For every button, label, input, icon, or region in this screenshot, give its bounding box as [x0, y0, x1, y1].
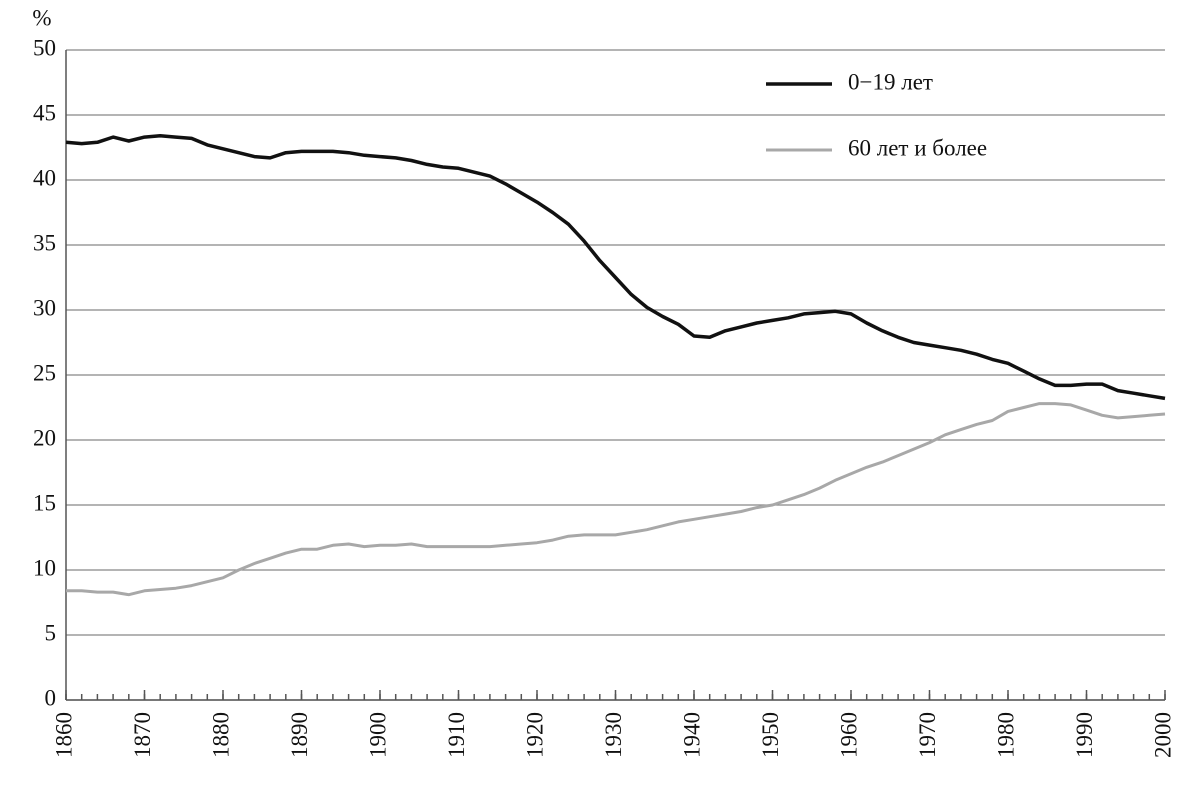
x-tick-label: 1890	[287, 712, 312, 758]
x-tick-label: 1920	[522, 712, 547, 758]
y-tick-label: 30	[33, 295, 56, 320]
y-tick-label: 45	[33, 100, 56, 125]
x-tick-label: 1940	[679, 712, 704, 758]
x-tick-label: 1870	[130, 712, 155, 758]
x-tick-label: 1880	[208, 712, 233, 758]
y-tick-label: 35	[33, 230, 56, 255]
y-tick-label: 5	[45, 620, 57, 645]
y-tick-label: 40	[33, 165, 56, 190]
y-tick-label: 10	[33, 555, 56, 580]
x-tick-label: 1960	[836, 712, 861, 758]
x-tick-label: 1950	[758, 712, 783, 758]
x-tick-label: 1970	[915, 712, 940, 758]
y-tick-label: 25	[33, 360, 56, 385]
y-tick-label: 15	[33, 490, 56, 515]
x-tick-label: 1910	[444, 712, 469, 758]
y-tick-label: 50	[33, 35, 56, 60]
x-tick-label: 1990	[1072, 712, 1097, 758]
x-tick-label: 1900	[365, 712, 390, 758]
y-tick-label: 20	[33, 425, 56, 450]
x-tick-label: 1930	[601, 712, 626, 758]
y-tick-label: 0	[45, 685, 57, 710]
data-line	[66, 402, 1166, 597]
x-tick-label: 1980	[993, 712, 1018, 758]
x-tick-label: 2000	[1150, 712, 1175, 758]
y-axis-label: %	[32, 5, 51, 30]
legend-label: 0−19 лет	[848, 69, 933, 94]
x-tick-label: 1860	[51, 712, 76, 758]
legend-label: 60 лет и более	[848, 135, 987, 160]
data-line	[65, 134, 1166, 401]
